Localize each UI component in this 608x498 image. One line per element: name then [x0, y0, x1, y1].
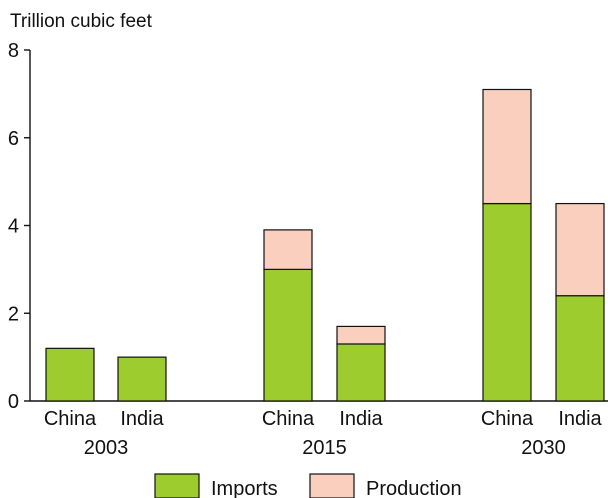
y-tick-label: 2	[8, 303, 19, 325]
bar-segment-production-china-2030	[482, 88, 532, 205]
category-label: India	[120, 408, 164, 430]
bar-segment-imports-india-2003	[117, 356, 167, 402]
group-label: 2003	[84, 437, 129, 459]
category-label: India	[558, 408, 602, 430]
category-labels: China India 2003 China India 2015 China India 20…	[44, 408, 603, 459]
legend-swatch-production	[309, 473, 355, 498]
category-label: China	[481, 408, 534, 430]
bar-segment-imports-china-2015	[263, 268, 313, 402]
legend: Imports Production	[154, 473, 462, 498]
legend-label-production: Production	[366, 478, 462, 498]
y-tick-label: 0	[8, 391, 19, 413]
bars	[45, 88, 605, 402]
bar-segment-production-china-2015	[263, 229, 313, 270]
category-label: India	[339, 408, 383, 430]
category-label: China	[262, 408, 315, 430]
y-axis-title: Trillion cubic feet	[10, 11, 153, 32]
y-tick-label: 8	[8, 40, 19, 62]
bar-segment-production-india-2030	[555, 202, 605, 297]
bar-segment-imports-india-2015	[336, 343, 386, 402]
bar-segment-production-india-2015	[336, 325, 386, 345]
group-label: 2015	[302, 437, 347, 459]
legend-label-imports: Imports	[211, 478, 278, 498]
y-tick-label: 6	[8, 128, 19, 150]
bar-segment-imports-china-2030	[482, 202, 532, 402]
legend-swatch-imports	[154, 473, 200, 498]
category-label: China	[44, 408, 97, 430]
bar-segment-imports-china-2003	[45, 347, 95, 402]
bar-segment-imports-india-2030	[555, 295, 605, 402]
group-label: 2030	[521, 437, 566, 459]
y-tick-label: 4	[8, 216, 19, 238]
